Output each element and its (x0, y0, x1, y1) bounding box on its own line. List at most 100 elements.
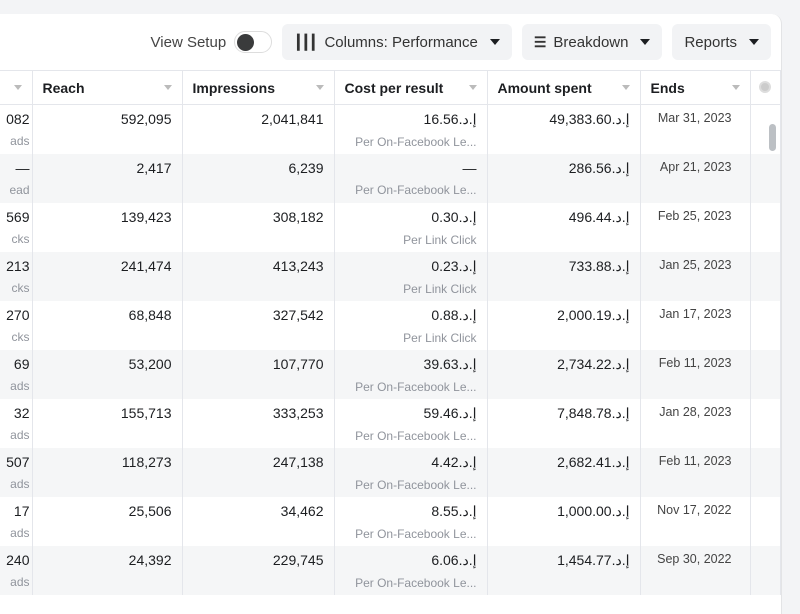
impressions-cell: 6,239 (182, 153, 335, 203)
cost-cell: 39.63.إ.د Per On-Facebook Le... (334, 349, 488, 399)
ends-cell: Jan 17, 2023 (640, 300, 751, 350)
impressions-cell: 229,745 (182, 545, 335, 595)
cost-cell: — Per On-Facebook Le... (334, 153, 488, 203)
reach-cell: 2,417 (32, 153, 183, 203)
cost-cell: 8.55.إ.د Per On-Facebook Le... (334, 496, 488, 546)
reach-cell: 155,713 (32, 398, 183, 448)
impressions-cell: 308,182 (182, 202, 335, 252)
amount-cell: 1,454.77.إ.د (487, 545, 641, 595)
empty-cell (750, 398, 781, 448)
amount-cell: 49,383.60.إ.د (487, 104, 641, 154)
sort-icon (468, 85, 477, 90)
partial-cell: 569 cks (0, 202, 33, 252)
columns-label: Columns: Performance (324, 33, 478, 51)
impressions-cell: 247,138 (182, 447, 335, 497)
empty-cell (750, 496, 781, 546)
breakdown-icon: ☰ (533, 33, 547, 50)
cost-cell: 16.56.إ.د Per On-Facebook Le... (334, 104, 488, 154)
cost-cell: 6.06.إ.د Per On-Facebook Le... (334, 545, 488, 595)
reach-cell: 118,273 (32, 447, 183, 497)
partial-cell: 240 ads (0, 545, 33, 595)
ends-cell: Feb 11, 2023 (640, 349, 751, 399)
reach-cell: 68,848 (32, 300, 183, 350)
caret-down-icon (489, 39, 500, 45)
empty-cell (750, 300, 781, 350)
view-setup-label: View Setup (150, 33, 227, 51)
view-setup: View Setup (151, 31, 273, 53)
sort-icon (163, 85, 172, 90)
sort-icon (315, 85, 324, 90)
table-row[interactable]: 082 ads 592,095 2,041,841 16.56.إ.د Per On… (0, 104, 781, 154)
view-setup-toggle[interactable] (234, 31, 273, 53)
table-row[interactable]: 32 ads 155,713 333,253 59.46.إ.د Per On-Fa… (0, 398, 781, 448)
amount-cell: 286.56.إ.د (487, 153, 641, 203)
cost-cell: 0.23.إ.د Per Link Click (334, 251, 488, 301)
table-row[interactable]: 507 ads 118,273 247,138 4.42.إ.د Per On-Fa… (0, 447, 781, 497)
sort-icon (731, 85, 740, 90)
cost-cell: 4.42.إ.د Per On-Facebook Le... (334, 447, 488, 497)
partial-cell: — ead (0, 153, 33, 203)
table-row[interactable]: 270 cks 68,848 327,542 0.88.إ.د Per Link C… (0, 300, 781, 350)
amount-cell: 2,682.41.إ.د (487, 447, 641, 497)
breakdown-label: Breakdown (553, 33, 629, 51)
amount-cell: 2,000.19.إ.د (487, 300, 641, 350)
table-row[interactable]: 69 ads 53,200 107,770 39.63.إ.د Per On-Fac… (0, 349, 781, 399)
empty-cell (750, 349, 781, 399)
column-header-ends[interactable]: Ends (640, 70, 751, 105)
impressions-cell: 2,041,841 (182, 104, 335, 154)
column-header-impressions[interactable]: Impressions (182, 70, 335, 105)
cost-cell: 0.30.إ.د Per Link Click (334, 202, 488, 252)
empty-cell (750, 545, 781, 595)
amount-cell: 496.44.إ.د (487, 202, 641, 252)
caret-down-icon (640, 39, 651, 45)
ends-cell: Jan 28, 2023 (640, 398, 751, 448)
columns-icon: ┃┃┃ (294, 33, 317, 50)
ends-cell: Nov 17, 2022 (640, 496, 751, 546)
partial-cell: 213 cks (0, 251, 33, 301)
reach-cell: 592,095 (32, 104, 183, 154)
table-row[interactable]: — ead 2,417 6,239 — Per On-Facebook Le... … (0, 153, 781, 203)
partial-cell: 507 ads (0, 447, 33, 497)
impressions-cell: 413,243 (182, 251, 335, 301)
cost-cell: 0.88.إ.د Per Link Click (334, 300, 488, 350)
empty-cell (750, 202, 781, 252)
breakdown-button[interactable]: ☰ Breakdown (521, 24, 663, 60)
table-row[interactable]: 240 ads 24,392 229,745 6.06.إ.د Per On-Fac… (0, 545, 781, 595)
empty-cell (750, 153, 781, 203)
partial-cell: 270 cks (0, 300, 33, 350)
amount-cell: 733.88.إ.د (487, 251, 641, 301)
reports-label: Reports (684, 33, 737, 51)
partial-cell: 082 ads (0, 104, 33, 154)
column-header-amount-spent[interactable]: Amount spent (487, 70, 641, 105)
toolbar: View Setup ┃┃┃ Columns: Performance ☰ Brea… (151, 24, 771, 60)
column-header-reach[interactable]: Reach (32, 70, 183, 105)
ends-cell: Sep 30, 2022 (640, 545, 751, 595)
column-header-partial[interactable] (0, 70, 33, 105)
cost-cell: 59.46.إ.د Per On-Facebook Le... (334, 398, 488, 448)
partial-cell: 69 ads (0, 349, 33, 399)
empty-cell (750, 447, 781, 497)
sort-icon (621, 85, 630, 90)
column-header-cost-per-result[interactable]: Cost per result (334, 70, 488, 105)
ends-cell: Feb 11, 2023 (640, 447, 751, 497)
scrollbar[interactable] (769, 124, 776, 151)
reports-button[interactable]: Reports (672, 24, 771, 60)
impressions-cell: 107,770 (182, 349, 335, 399)
ends-cell: Mar 31, 2023 (640, 104, 751, 154)
settings-icon[interactable] (758, 80, 771, 93)
campaign-table: Reach Impressions Cost per result Amount… (0, 70, 781, 595)
reach-cell: 241,474 (32, 251, 183, 301)
impressions-cell: 34,462 (182, 496, 335, 546)
column-settings[interactable] (750, 70, 781, 105)
table-row[interactable]: 213 cks 241,474 413,243 0.23.إ.د Per Link … (0, 251, 781, 301)
columns-button[interactable]: ┃┃┃ Columns: Performance (282, 24, 512, 60)
reach-cell: 25,506 (32, 496, 183, 546)
table-row[interactable]: 569 cks 139,423 308,182 0.30.إ.د Per Link … (0, 202, 781, 252)
ends-cell: Jan 25, 2023 (640, 251, 751, 301)
empty-cell (750, 251, 781, 301)
table-row[interactable]: 17 ads 25,506 34,462 8.55.إ.د Per On-Faceb… (0, 496, 781, 546)
impressions-cell: 333,253 (182, 398, 335, 448)
reach-cell: 24,392 (32, 545, 183, 595)
ends-cell: Apr 21, 2023 (640, 153, 751, 203)
caret-down-icon (749, 39, 759, 45)
